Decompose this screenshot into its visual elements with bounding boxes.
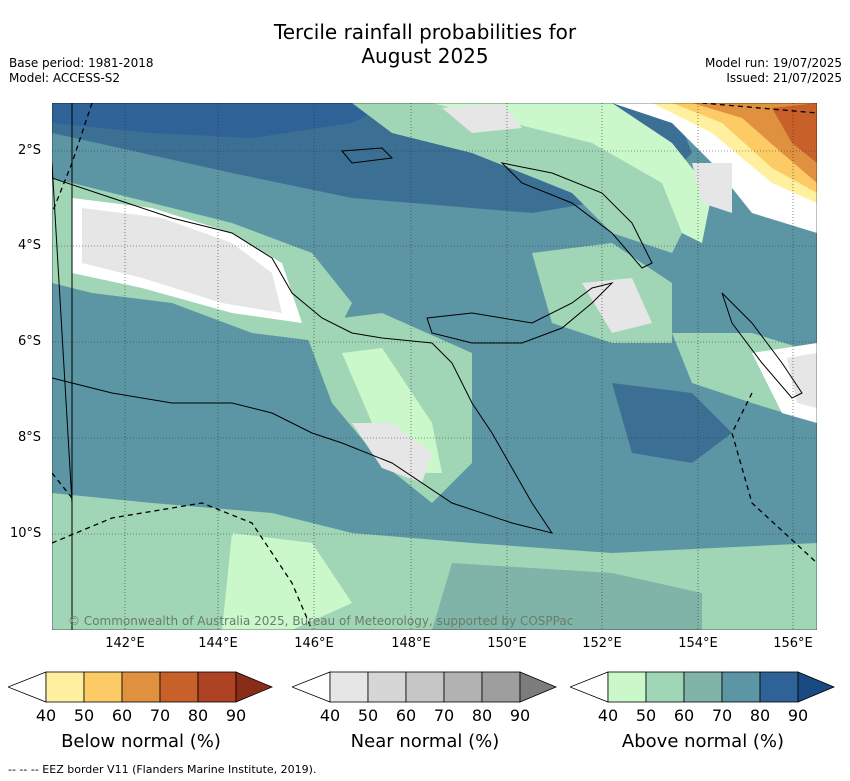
cbar-near-tick-50: 50 bbox=[357, 706, 379, 725]
new-ireland bbox=[500, 162, 653, 269]
cbar-below-seg-3 bbox=[159, 671, 199, 703]
cbar-near-under bbox=[292, 671, 331, 703]
near-normal-north bbox=[442, 103, 522, 133]
cbar-below-seg-2 bbox=[121, 671, 161, 703]
lat-label-6s: 6°S bbox=[18, 334, 42, 349]
cbar-near-over bbox=[519, 671, 558, 703]
colorbar-above-label: Above normal (%) bbox=[621, 731, 785, 752]
lat-label-8s: 8°S bbox=[18, 430, 42, 445]
cbar-near-seg-2 bbox=[405, 671, 445, 703]
cbar-below-tick-50: 50 bbox=[73, 706, 95, 725]
copyright-notice: © Commonwealth of Australia 2025, Bureau… bbox=[68, 614, 574, 628]
lon-label-152e: 152°E bbox=[582, 636, 622, 651]
cbar-below-tick-90: 90 bbox=[225, 706, 247, 725]
new-britain bbox=[426, 282, 614, 344]
bougainville bbox=[721, 292, 803, 399]
issued-date: Issued: 21/07/2025 bbox=[726, 71, 842, 85]
lat-label-4s: 4°S bbox=[18, 238, 42, 253]
cbar-above-seg-0 bbox=[607, 671, 647, 703]
far-east-grey bbox=[787, 353, 817, 408]
cbar-above-tick-60: 60 bbox=[673, 706, 695, 725]
cbar-below-under bbox=[8, 671, 47, 703]
eez-border-note: -- -- -- EEZ border V11 (Flanders Marine… bbox=[8, 763, 317, 776]
meta-left: Base period: 1981-2018 Model: ACCESS-S2 bbox=[9, 56, 154, 86]
base-period: Base period: 1981-2018 bbox=[9, 56, 154, 70]
eez-southwest bbox=[52, 502, 313, 630]
cbar-above-seg-1 bbox=[645, 671, 685, 703]
eez-west bbox=[52, 103, 93, 214]
cbar-near-tick-40: 40 bbox=[319, 706, 341, 725]
cbar-below-seg-0 bbox=[45, 671, 85, 703]
cbar-above-tick-50: 50 bbox=[635, 706, 657, 725]
colorbar-below-label: Below normal (%) bbox=[61, 731, 221, 752]
lon-label-144e: 144°E bbox=[198, 636, 238, 651]
lat-label-2s: 2°S bbox=[18, 143, 42, 158]
cbar-above-seg-4 bbox=[759, 671, 799, 703]
cbar-below-seg-4 bbox=[197, 671, 237, 703]
lon-label-148e: 148°E bbox=[391, 636, 431, 651]
east-dark bbox=[612, 383, 732, 463]
east-grey bbox=[582, 278, 652, 333]
rainfall-map bbox=[52, 103, 817, 630]
eez-se bbox=[731, 392, 817, 564]
cbar-above-under bbox=[570, 671, 609, 703]
cbar-above-tick-70: 70 bbox=[711, 706, 733, 725]
model-name: Model: ACCESS-S2 bbox=[9, 71, 121, 85]
lon-label-154e: 154°E bbox=[678, 636, 718, 651]
meta-right: Model run: 19/07/2025 Issued: 21/07/2025 bbox=[705, 56, 842, 86]
north-pale-band bbox=[432, 103, 712, 243]
cbar-near-seg-3 bbox=[443, 671, 483, 703]
coastlines bbox=[52, 103, 803, 630]
cbar-near-tick-90: 90 bbox=[509, 706, 531, 725]
cbar-below-tick-60: 60 bbox=[111, 706, 133, 725]
map-title: Tercile rainfall probabilities for Augus… bbox=[0, 20, 850, 68]
cbar-near-tick-80: 80 bbox=[471, 706, 493, 725]
manus bbox=[340, 147, 394, 164]
west-grey bbox=[82, 208, 282, 313]
png-north-coast bbox=[52, 177, 433, 344]
cbar-above-seg-3 bbox=[721, 671, 761, 703]
cbar-near-seg-1 bbox=[367, 671, 407, 703]
colorbar-below-normal bbox=[8, 671, 274, 703]
south-mid bbox=[432, 563, 702, 630]
cbar-near-tick-60: 60 bbox=[395, 706, 417, 725]
colorbar-near-label: Near normal (%) bbox=[350, 731, 500, 752]
eez-ne bbox=[701, 103, 817, 114]
lon-label-150e: 150°E bbox=[487, 636, 527, 651]
papuan-peninsula bbox=[52, 342, 554, 534]
cbar-above-over bbox=[797, 671, 836, 703]
title-line-2: August 2025 bbox=[361, 44, 489, 68]
cbar-above-tick-40: 40 bbox=[597, 706, 619, 725]
cbar-near-tick-70: 70 bbox=[433, 706, 455, 725]
cbar-below-tick-80: 80 bbox=[187, 706, 209, 725]
cbar-below-over bbox=[235, 671, 274, 703]
graticule bbox=[52, 103, 817, 630]
model-run: Model run: 19/07/2025 bbox=[704, 56, 842, 70]
lon-label-142e: 142°E bbox=[105, 636, 145, 651]
eez-borders bbox=[52, 103, 817, 630]
lat-label-10s: 10°S bbox=[10, 526, 42, 541]
cbar-near-seg-0 bbox=[329, 671, 369, 703]
cbar-near-seg-4 bbox=[481, 671, 521, 703]
cbar-above-tick-90: 90 bbox=[787, 706, 809, 725]
ne-orange3 bbox=[772, 103, 817, 163]
west-border bbox=[52, 162, 73, 504]
cbar-below-tick-70: 70 bbox=[149, 706, 171, 725]
colorbar-near-normal bbox=[292, 671, 558, 703]
lon-label-156e: 156°E bbox=[773, 636, 813, 651]
near-normal-ne bbox=[692, 163, 732, 213]
cbar-above-tick-80: 80 bbox=[749, 706, 771, 725]
cbar-above-seg-2 bbox=[683, 671, 723, 703]
title-line-1: Tercile rainfall probabilities for bbox=[273, 20, 577, 44]
colorbar-above-normal bbox=[570, 671, 836, 703]
south-pale bbox=[222, 533, 352, 630]
cbar-below-seg-1 bbox=[83, 671, 123, 703]
lon-label-146e: 146°E bbox=[294, 636, 334, 651]
cbar-below-tick-40: 40 bbox=[35, 706, 57, 725]
north-darker-band bbox=[52, 103, 392, 138]
